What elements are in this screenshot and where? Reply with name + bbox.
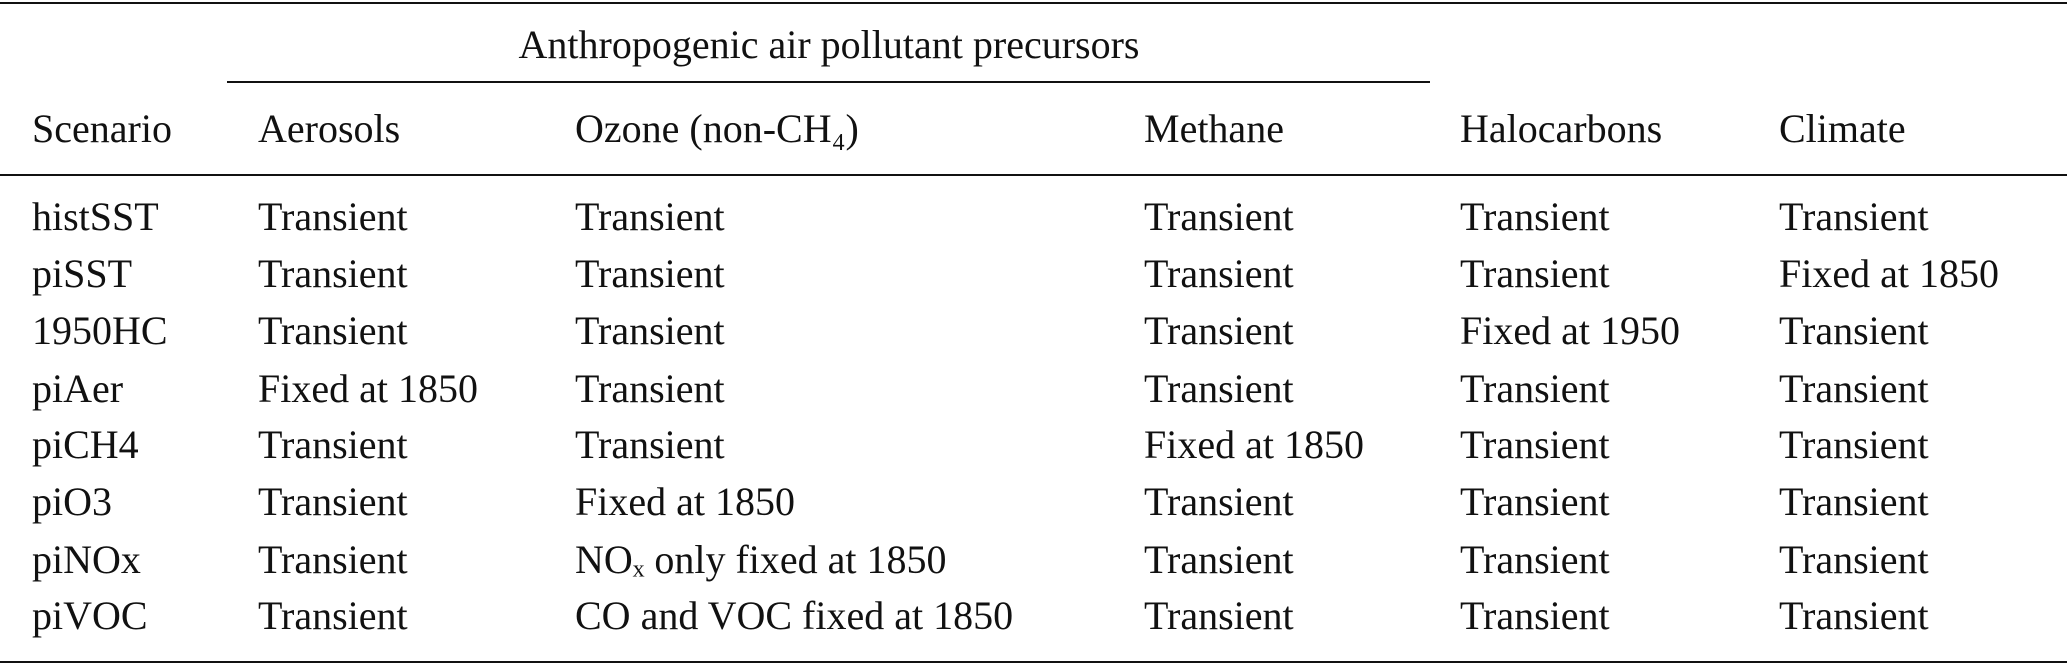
spanner-header: Anthropogenic air pollutant precursors [518,22,1140,67]
table-cell: Transient [1779,366,1929,411]
spanner-rule [227,81,1430,83]
scenario-name: piSST [32,251,133,296]
scenario-name: piCH4 [32,422,139,467]
table-cell: Transient [258,479,408,524]
table-cell: Transient [258,537,408,582]
scenario-name: piNOx [32,537,141,582]
table-cell: Transient [1779,308,1929,353]
table-cell: Transient [1779,537,1929,582]
table-cell: Transient [575,366,725,411]
table-cell: Transient [1144,537,1294,582]
scenario-name: piAer [32,366,124,411]
table-cell: Transient [1460,479,1610,524]
column-header: Halocarbons [1460,106,1663,151]
table-cell: Fixed at 1850 [1144,422,1364,467]
table-cell: Transient [1460,251,1610,296]
table-cell: Transient [1144,251,1294,296]
table-cell: Fixed at 1950 [1460,308,1680,353]
table-cell: Transient [1779,479,1929,524]
column-header: Ozone (non-CH₄) [575,106,859,151]
table-cell: NOₓ only fixed at 1850 [575,537,947,582]
scenario-name: piO3 [32,479,112,524]
table-cell: Transient [575,251,725,296]
table-cell: Transient [1144,593,1294,638]
table-cell: Transient [258,593,408,638]
table-cell: Fixed at 1850 [575,479,795,524]
table-cell: Fixed at 1850 [1779,251,1999,296]
table-cell: Transient [258,308,408,353]
scenario-name: 1950HC [32,308,168,353]
table-cell: Transient [1779,194,1929,239]
table-cell: CO and VOC fixed at 1850 [575,593,1014,638]
table-cell: Transient [1779,422,1929,467]
table-cell: Transient [1460,194,1610,239]
mid-rule [0,174,2067,176]
table-cell: Transient [258,194,408,239]
table-cell: Transient [1144,194,1294,239]
top-rule [0,2,2067,4]
table-cell: Transient [1460,593,1610,638]
table-cell: Transient [258,422,408,467]
table-cell: Transient [575,194,725,239]
table-cell: Transient [1460,537,1610,582]
table-cell: Transient [1144,366,1294,411]
table-cell: Transient [1460,422,1610,467]
column-header: Scenario [32,106,172,151]
table-cell: Transient [1144,308,1294,353]
table-cell: Transient [575,308,725,353]
table-cell: Transient [575,422,725,467]
table-cell: Transient [1460,366,1610,411]
table-cell: Transient [1144,479,1294,524]
column-header: Aerosols [258,106,401,151]
table-cell: Transient [258,251,408,296]
table-cell: Transient [1779,593,1929,638]
column-header: Climate [1779,106,1906,151]
column-header: Methane [1144,106,1284,151]
scenario-name: piVOC [32,593,148,638]
scenario-name: histSST [32,194,159,239]
bottom-rule [0,661,2067,663]
table-cell: Fixed at 1850 [258,366,478,411]
